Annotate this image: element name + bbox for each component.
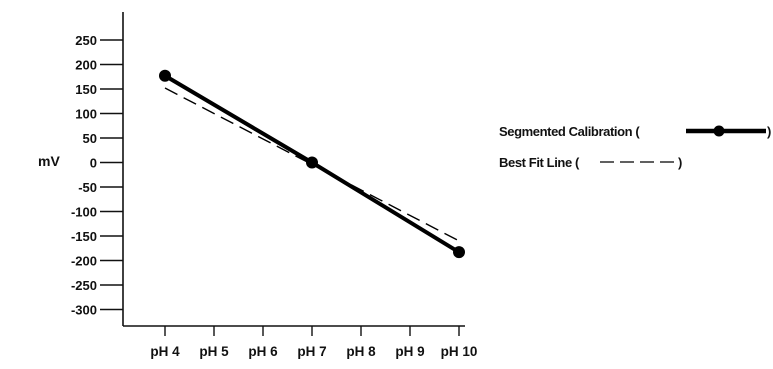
x-tick-label: pH 4 [150,344,180,359]
segmented-calibration-point [159,69,171,82]
y-tick-label: -300 [71,303,97,318]
y-tick-label: 100 [75,107,97,122]
legend-label-segmented: Segmented Calibration ( [499,124,640,139]
x-tick-label: pH 10 [441,344,478,359]
y-tick-label: 250 [75,33,97,48]
legend: Segmented Calibration ( ) Best Fit Line … [499,124,771,170]
y-tick-label: 50 [83,131,97,146]
y-tick-label: 0 [90,156,97,171]
legend-swatch-segmented-marker [713,125,725,137]
legend-suffix-segmented: ) [767,124,771,139]
x-tick-label: pH 8 [346,344,376,359]
x-tick-label: pH 5 [199,344,229,359]
y-tick-label: -250 [71,278,97,293]
y-tick-label: -50 [78,180,97,195]
best-fit-line [164,87,460,242]
y-tick-label: 200 [75,58,97,73]
series-layer [159,69,465,259]
y-axis-title: mV [38,153,60,169]
y-tick-label: -200 [71,254,97,269]
y-tick-label: 150 [75,82,97,97]
x-tick-label: pH 6 [248,344,278,359]
x-axis-ticks: pH 4 pH 5 pH 6 pH 7 pH 8 pH 9 pH 10 [150,326,477,359]
segmented-calibration-point [453,246,465,259]
segmented-calibration-point [306,156,318,169]
x-tick-label: pH 7 [297,344,326,359]
y-tick-label: -150 [71,229,97,244]
y-tick-label: -100 [71,205,97,220]
legend-suffix-best-fit: ) [678,155,682,170]
legend-label-best-fit: Best Fit Line ( [499,155,580,170]
y-axis-ticks: 250 200 150 100 50 0 -50 -100 -150 -200 -250 -300 [71,33,123,318]
x-tick-label: pH 9 [395,344,424,359]
